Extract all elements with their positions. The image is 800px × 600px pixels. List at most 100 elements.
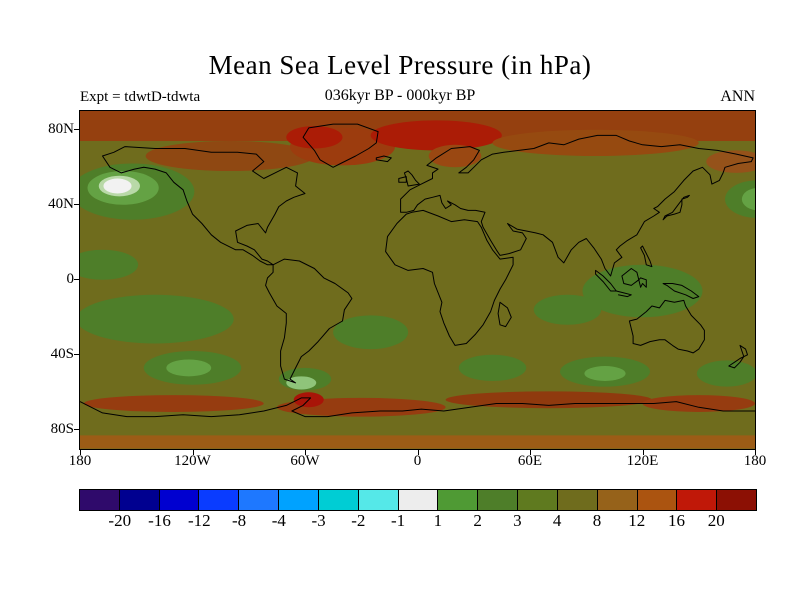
coastline-sulawesi (638, 277, 647, 288)
coastline-japan (662, 194, 690, 221)
x-tick-mark (417, 450, 419, 455)
coastline-south-america (265, 258, 353, 384)
y-tick-mark (74, 353, 79, 355)
coastline-sumatra (595, 269, 617, 292)
colorbar-segment-6 (318, 490, 359, 510)
coastline-new-zealand (728, 344, 748, 369)
season-label: ANN (720, 88, 755, 105)
region-siberia-arctic-high (492, 129, 699, 156)
coastline-greenland (302, 123, 379, 168)
colorbar-label--3: -3 (311, 511, 326, 530)
colorbar-label-16: 16 (667, 511, 685, 530)
y-tick-mark (74, 128, 79, 130)
y-tick-label-80N: 80N (48, 120, 74, 137)
region-north-pacific-low-core (103, 178, 132, 194)
region-norwegian-sea-high (370, 120, 502, 151)
x-tick-mark (642, 450, 644, 455)
colorbar-label--8: -8 (231, 511, 247, 530)
coastline-madagascar (497, 301, 512, 328)
colorbar-label-1: 1 (433, 511, 443, 530)
y-tick-mark (74, 428, 79, 430)
x-tick-label-120E: 120E (626, 453, 659, 469)
plot-title: Mean Sea Level Pressure (in hPa) (208, 50, 592, 80)
x-tick-label-180: 180 (743, 453, 767, 469)
x-tick-label-60W: 60W (290, 453, 320, 469)
coastline-australia (628, 299, 705, 354)
coastline-africa (385, 209, 514, 346)
x-tick-mark (530, 450, 531, 455)
x-tick-mark (305, 450, 306, 455)
x-tick-mark (755, 450, 756, 455)
region-baffin-high (286, 126, 343, 149)
y-tick-label-40S: 40S (50, 345, 74, 362)
coastline-antarctica (80, 397, 755, 418)
colorbar-segment-0 (80, 490, 120, 510)
region-scandinavia-high (428, 144, 482, 168)
map-frame (79, 110, 756, 450)
region-canada-arctic-high (145, 141, 315, 171)
region-central-pacific-low (80, 249, 139, 280)
colorbar-segment-7 (358, 490, 399, 510)
y-tick-label-80S: 80S (50, 420, 74, 437)
colorbar-label--20: -20 (108, 511, 132, 530)
colorbar-segment-9 (438, 490, 479, 510)
colorbar-label--16: -16 (148, 511, 171, 530)
coastline-philippines (640, 245, 653, 268)
colorbar-segment-2 (159, 490, 200, 510)
colorbar-segment-14 (637, 490, 678, 510)
x-tick-label-120W: 120W (174, 453, 211, 469)
y-tick-mark (74, 278, 79, 280)
colorbar-segment-12 (557, 490, 598, 510)
y-tick-label-0: 0 (66, 270, 75, 287)
coastline-eurasia (400, 134, 754, 277)
coastline-ireland (398, 176, 407, 183)
region-nw-pacific-low-inner (741, 188, 755, 211)
coastline-north-america (102, 146, 306, 266)
coastline-java (616, 290, 632, 298)
colorbar-label-12: 12 (628, 511, 646, 530)
y-tick-mark (74, 203, 79, 205)
colorbar (79, 489, 757, 511)
region-antarctic-coast-high-4 (642, 395, 755, 412)
coastline-iceland (375, 155, 392, 163)
colorbar-segment-5 (279, 490, 319, 510)
region-antarctic-interior-band (80, 435, 755, 449)
region-sw-pacific-low (696, 360, 755, 387)
colorbar-label-20: 20 (707, 511, 725, 530)
colorbar-segment-8 (398, 490, 439, 510)
region-south-atlantic-low (333, 315, 409, 350)
region-indian-ocean-low (533, 294, 602, 325)
colorbar-label-8: 8 (592, 511, 602, 530)
colorbar-label--4: -4 (271, 511, 286, 530)
colorbar-label--12: -12 (187, 511, 211, 530)
region-antarctic-coast-high-1 (83, 395, 264, 412)
region-south-pacific-low (80, 294, 234, 344)
region-se-pacific-low-inner (166, 359, 212, 377)
colorbar-label--1: -1 (391, 511, 406, 530)
colorbar-label--2: -2 (351, 511, 366, 530)
region-maritime-continent-low (582, 264, 703, 318)
colorbar-segment-11 (518, 490, 558, 510)
x-tick-label-0: 0 (413, 453, 422, 469)
region-nw-pacific-low-outer (725, 180, 755, 218)
y-tick-label-40N: 40N (48, 195, 74, 212)
colorbar-segment-10 (478, 490, 519, 510)
colorbar-label-3: 3 (513, 511, 522, 530)
region-se-indian-low-inner (584, 366, 626, 381)
x-tick-mark (192, 450, 194, 455)
colorbar-label-2: 2 (473, 511, 482, 530)
world-map-canvas (80, 111, 755, 449)
colorbar-segment-16 (717, 490, 757, 510)
region-sw-indian-low (458, 354, 527, 381)
x-tick-mark (80, 450, 81, 455)
experiment-label: Expt = tdwtD-tdwta (80, 89, 201, 105)
colorbar-segment-3 (199, 490, 240, 510)
period-label: 036kyr BP - 000kyr BP (324, 87, 476, 104)
x-tick-label-180: 180 (68, 453, 92, 469)
colorbar-segment-4 (239, 490, 280, 510)
colorbar-segment-13 (597, 490, 638, 510)
x-tick-label-60E: 60E (517, 453, 543, 469)
colorbar-segment-15 (677, 490, 718, 510)
coastline-new-guinea (662, 283, 700, 299)
